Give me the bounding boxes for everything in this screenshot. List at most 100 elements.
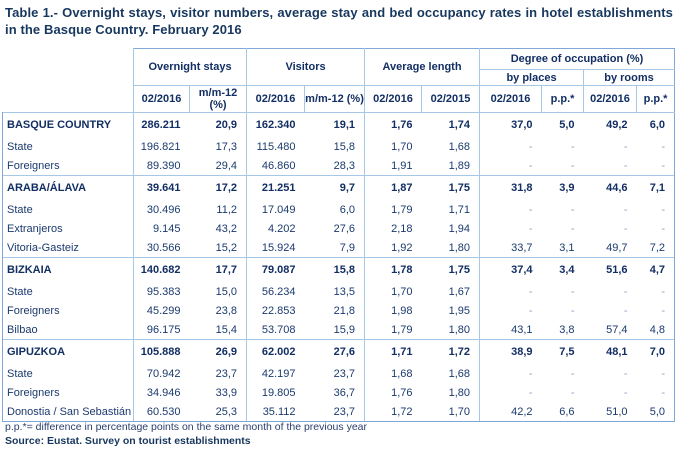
table-cell: - <box>570 387 575 399</box>
table-cell: - <box>623 387 628 399</box>
table-cell: 1,71 <box>421 200 481 220</box>
table-cell: 15,0 <box>189 282 248 302</box>
statistics-table-container: Overnight stays Visitors Average length … <box>2 48 676 422</box>
table-cell: - <box>636 383 676 403</box>
table-cell: 20,9 <box>189 112 248 138</box>
table-cell: 7,1 <box>636 175 676 201</box>
table-cell: 15,8 <box>304 257 366 283</box>
table-cell: 27,6 <box>304 219 366 239</box>
table-header: Overnight stays Visitors Average length … <box>2 48 676 113</box>
table-cell: 49,7 <box>606 241 628 254</box>
table-cell: 1,75 <box>421 175 481 201</box>
row-label: State <box>2 364 134 384</box>
table-cell: - <box>623 223 628 235</box>
table-row: Donostia / San Sebastián 60.530 25,3 35.112… <box>2 402 676 422</box>
table-cell: 23,7 <box>304 402 366 422</box>
table-cell: - <box>570 305 575 317</box>
table-cell: 19.805 <box>261 387 296 399</box>
group-visitors: Visitors <box>246 48 366 86</box>
table-cell: 1,72 <box>421 339 481 365</box>
table-row: Foreigners 34.946 33,9 19.805 36,7 1,76 1,80- -… <box>2 383 676 403</box>
table-cell: 1,71 <box>364 339 422 365</box>
table-cell: - <box>623 159 628 172</box>
col-header-places-02-2016: 02/2016 <box>479 85 543 113</box>
table-cell: - <box>570 368 575 380</box>
table-cell: 42,2 <box>479 402 542 422</box>
col-header-overnight-mm12: m/m-12 (%) <box>188 85 248 113</box>
table-cell: - <box>636 137 676 157</box>
table-cell: 105.888 <box>133 339 190 365</box>
table-cell: 7,5 <box>541 339 584 365</box>
table-cell: 15,9 <box>304 320 366 340</box>
statistics-table: Overnight stays Visitors Average length … <box>2 48 676 422</box>
row-label: BASQUE COUNTRY <box>2 112 134 138</box>
table-row: ARABA/ÁLAVA 39.641 17,2 21.251 9,7 1,87 1,75 31… <box>2 175 676 201</box>
table-cell: 45.299 <box>146 305 181 317</box>
table-cell: 13,5 <box>304 282 366 302</box>
table-row: State 196.821 17,3 115.480 15,8 1,70 1,68- - - - <box>2 137 676 157</box>
table-cell: 1,68 <box>421 137 481 157</box>
table-cell: 1,76 <box>391 387 413 399</box>
table-cell: 1,95 <box>421 301 481 321</box>
table-cell: 44,6 <box>583 175 637 201</box>
table-cell: 140.682 <box>133 257 190 283</box>
table-cell: 1,87 <box>364 175 422 201</box>
table-cell: - <box>636 301 676 321</box>
table-cell: 1,91 <box>391 159 413 172</box>
table-cell: 89.390 <box>146 159 181 172</box>
row-label: Foreigners <box>2 156 134 176</box>
table-cell: - <box>636 200 676 220</box>
row-label: State <box>2 282 134 302</box>
table-cell: 1,76 <box>364 112 422 138</box>
group-average-length: Average length <box>364 48 481 86</box>
table-cell: 1,68 <box>391 368 413 380</box>
col-header-visitors-02-2016: 02/2016 <box>246 85 306 113</box>
table-cell: - <box>528 141 533 153</box>
table-cell: 33,7 <box>511 241 533 254</box>
table-row: State 70.942 23,7 42.197 23,7 1,68 1,68- - - - <box>2 364 676 384</box>
col-header-places-pp: p.p.* <box>541 85 585 113</box>
table-cell: 15,4 <box>189 320 248 340</box>
col-header-visitors-mm12: m/m-12 (%) <box>304 85 366 113</box>
table-cell: 37,4 <box>479 257 542 283</box>
table-cell: 3,1 <box>559 241 575 254</box>
table-row: Foreigners 45.299 23,8 22.853 21,8 1,98 1,95- -… <box>2 301 676 321</box>
table-cell: - <box>528 368 533 380</box>
table-cell: 1,94 <box>421 219 481 239</box>
table-cell: 62.002 <box>246 339 305 365</box>
table-cell: 49,2 <box>583 112 637 138</box>
table-cell: 1,75 <box>421 257 481 283</box>
table-cell: 7,0 <box>636 339 676 365</box>
table-cell: - <box>636 219 676 239</box>
row-label: Extranjeros <box>2 219 134 239</box>
table-cell: - <box>636 282 676 302</box>
table-cell: 6,6 <box>541 402 584 422</box>
table-cell: 1,70 <box>391 141 413 153</box>
table-row: GIPUZKOA 105.888 26,9 62.002 27,6 1,71 1,72 38,… <box>2 339 676 365</box>
table-row: Vitoria-Gasteiz 30.566 15,2 15.924 7,9 1,92 1,… <box>2 238 676 258</box>
table-cell: 22.853 <box>261 305 296 317</box>
table-cell: 23,8 <box>189 301 248 321</box>
source-line: Source: Eustat. Survey on tourist establ… <box>5 435 251 447</box>
table-cell: 35.112 <box>246 402 305 422</box>
table-cell: 1,67 <box>421 282 481 302</box>
corner-cell <box>2 48 134 113</box>
table-cell: 34.946 <box>146 387 181 399</box>
table-cell: 115.480 <box>256 141 296 153</box>
table-cell: 6,0 <box>636 112 676 138</box>
row-label: Donostia / San Sebastián <box>2 402 134 422</box>
table-cell: 1,79 <box>391 323 413 336</box>
table-cell: 1,70 <box>421 402 481 422</box>
table-cell: 46.860 <box>261 159 296 172</box>
table-cell: 1,79 <box>391 204 413 216</box>
table-cell: - <box>528 286 533 298</box>
table-cell: 27,6 <box>304 339 366 365</box>
group-degree-of-occupation: Degree of occupation (%) <box>479 48 676 70</box>
table-cell: 29,4 <box>189 156 248 176</box>
table-cell: 1,78 <box>364 257 422 283</box>
table-cell: 17,2 <box>189 175 248 201</box>
table-cell: 30.566 <box>146 241 181 254</box>
table-cell: 56.234 <box>261 286 296 298</box>
table-cell: 15,8 <box>304 137 366 157</box>
footnote-pp-definition: p.p.*= difference in percentage points o… <box>5 421 367 433</box>
